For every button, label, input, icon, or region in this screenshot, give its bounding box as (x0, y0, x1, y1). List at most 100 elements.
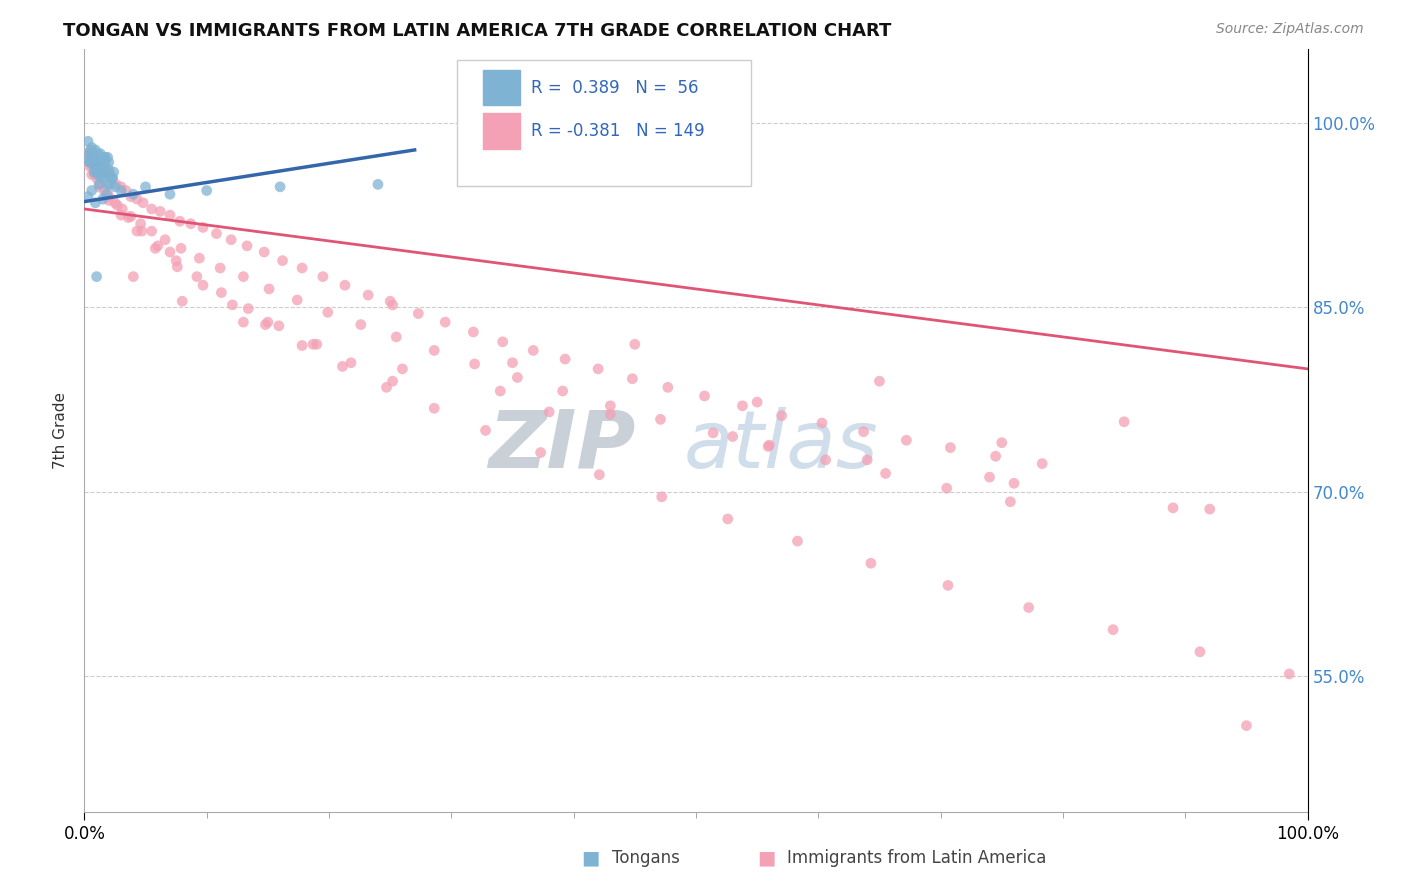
Point (91, 168, 114, 182)
Point (693, 389, 716, 403)
Point (209, 285, 232, 300)
Point (180, 217, 202, 231)
Point (110, 208, 132, 222)
Point (153, 233, 176, 247)
Point (149, 204, 172, 219)
Point (423, 401, 446, 416)
Point (257, 315, 280, 329)
Point (434, 315, 457, 329)
Point (1198, 502, 1220, 516)
Point (381, 298, 404, 312)
Point (188, 251, 211, 265)
Point (991, 435, 1014, 450)
Point (1161, 500, 1184, 515)
Point (80, 184, 103, 198)
Point (492, 334, 515, 349)
Point (238, 301, 260, 316)
Point (195, 184, 218, 198)
Point (93, 150, 115, 164)
Point (186, 269, 208, 284)
Point (97, 187, 120, 202)
Point (79, 155, 101, 169)
Point (170, 241, 193, 255)
Point (80, 146, 103, 161)
Point (939, 441, 962, 455)
Point (129, 217, 152, 231)
Point (191, 278, 214, 293)
Point (935, 481, 957, 495)
Point (96, 168, 118, 182)
Point (650, 412, 672, 426)
Point (169, 214, 191, 228)
Point (811, 416, 834, 430)
Point (83, 159, 105, 173)
Point (80, 140, 103, 154)
Point (702, 425, 724, 440)
Point (1188, 645, 1211, 659)
Point (159, 208, 181, 222)
Point (115, 184, 138, 198)
Point (312, 269, 335, 284)
Point (120, 189, 142, 203)
Point (979, 470, 1001, 484)
Point (111, 202, 134, 216)
Point (551, 384, 574, 398)
Point (86, 269, 108, 284)
Point (875, 467, 897, 481)
Point (1102, 623, 1125, 637)
Point (135, 179, 157, 194)
Point (120, 210, 142, 224)
Point (122, 269, 145, 284)
Point (172, 294, 194, 309)
Point (94, 159, 117, 173)
Point (94, 155, 117, 169)
Point (205, 227, 228, 241)
Point (89, 153, 111, 167)
Point (651, 490, 673, 504)
Point (141, 202, 163, 216)
Point (84, 195, 107, 210)
Point (86, 165, 108, 179)
Point (83, 165, 105, 179)
Point (302, 337, 325, 351)
Point (101, 171, 124, 186)
Point (91, 192, 114, 206)
Point (747, 395, 769, 409)
Point (97, 162, 120, 177)
Text: Immigrants from Latin America: Immigrants from Latin America (787, 849, 1046, 867)
Point (506, 370, 529, 384)
Point (463, 325, 485, 339)
Point (786, 534, 808, 549)
Point (80, 159, 103, 173)
Point (859, 556, 882, 570)
Point (146, 239, 169, 253)
Point (83, 168, 105, 182)
Point (101, 171, 124, 186)
Point (91, 162, 114, 177)
Point (131, 224, 153, 238)
Point (474, 424, 496, 438)
Point (332, 359, 354, 374)
Point (232, 315, 254, 329)
Point (77, 134, 100, 148)
Point (89, 146, 111, 161)
Point (87, 168, 110, 182)
FancyBboxPatch shape (457, 61, 751, 186)
Point (93, 184, 115, 198)
Point (267, 318, 290, 333)
Point (423, 343, 446, 358)
Point (105, 178, 128, 192)
Point (97, 165, 120, 179)
Point (599, 399, 621, 413)
Point (77, 153, 100, 167)
Point (291, 260, 314, 275)
Text: TONGAN VS IMMIGRANTS FROM LATIN AMERICA 7TH GRADE CORRELATION CHART: TONGAN VS IMMIGRANTS FROM LATIN AMERICA … (63, 22, 891, 40)
Point (110, 184, 132, 198)
Point (236, 239, 259, 253)
Point (1018, 600, 1040, 615)
Point (86, 171, 108, 186)
Point (502, 356, 524, 370)
Point (159, 245, 181, 260)
Point (97, 155, 120, 169)
Point (586, 362, 609, 376)
